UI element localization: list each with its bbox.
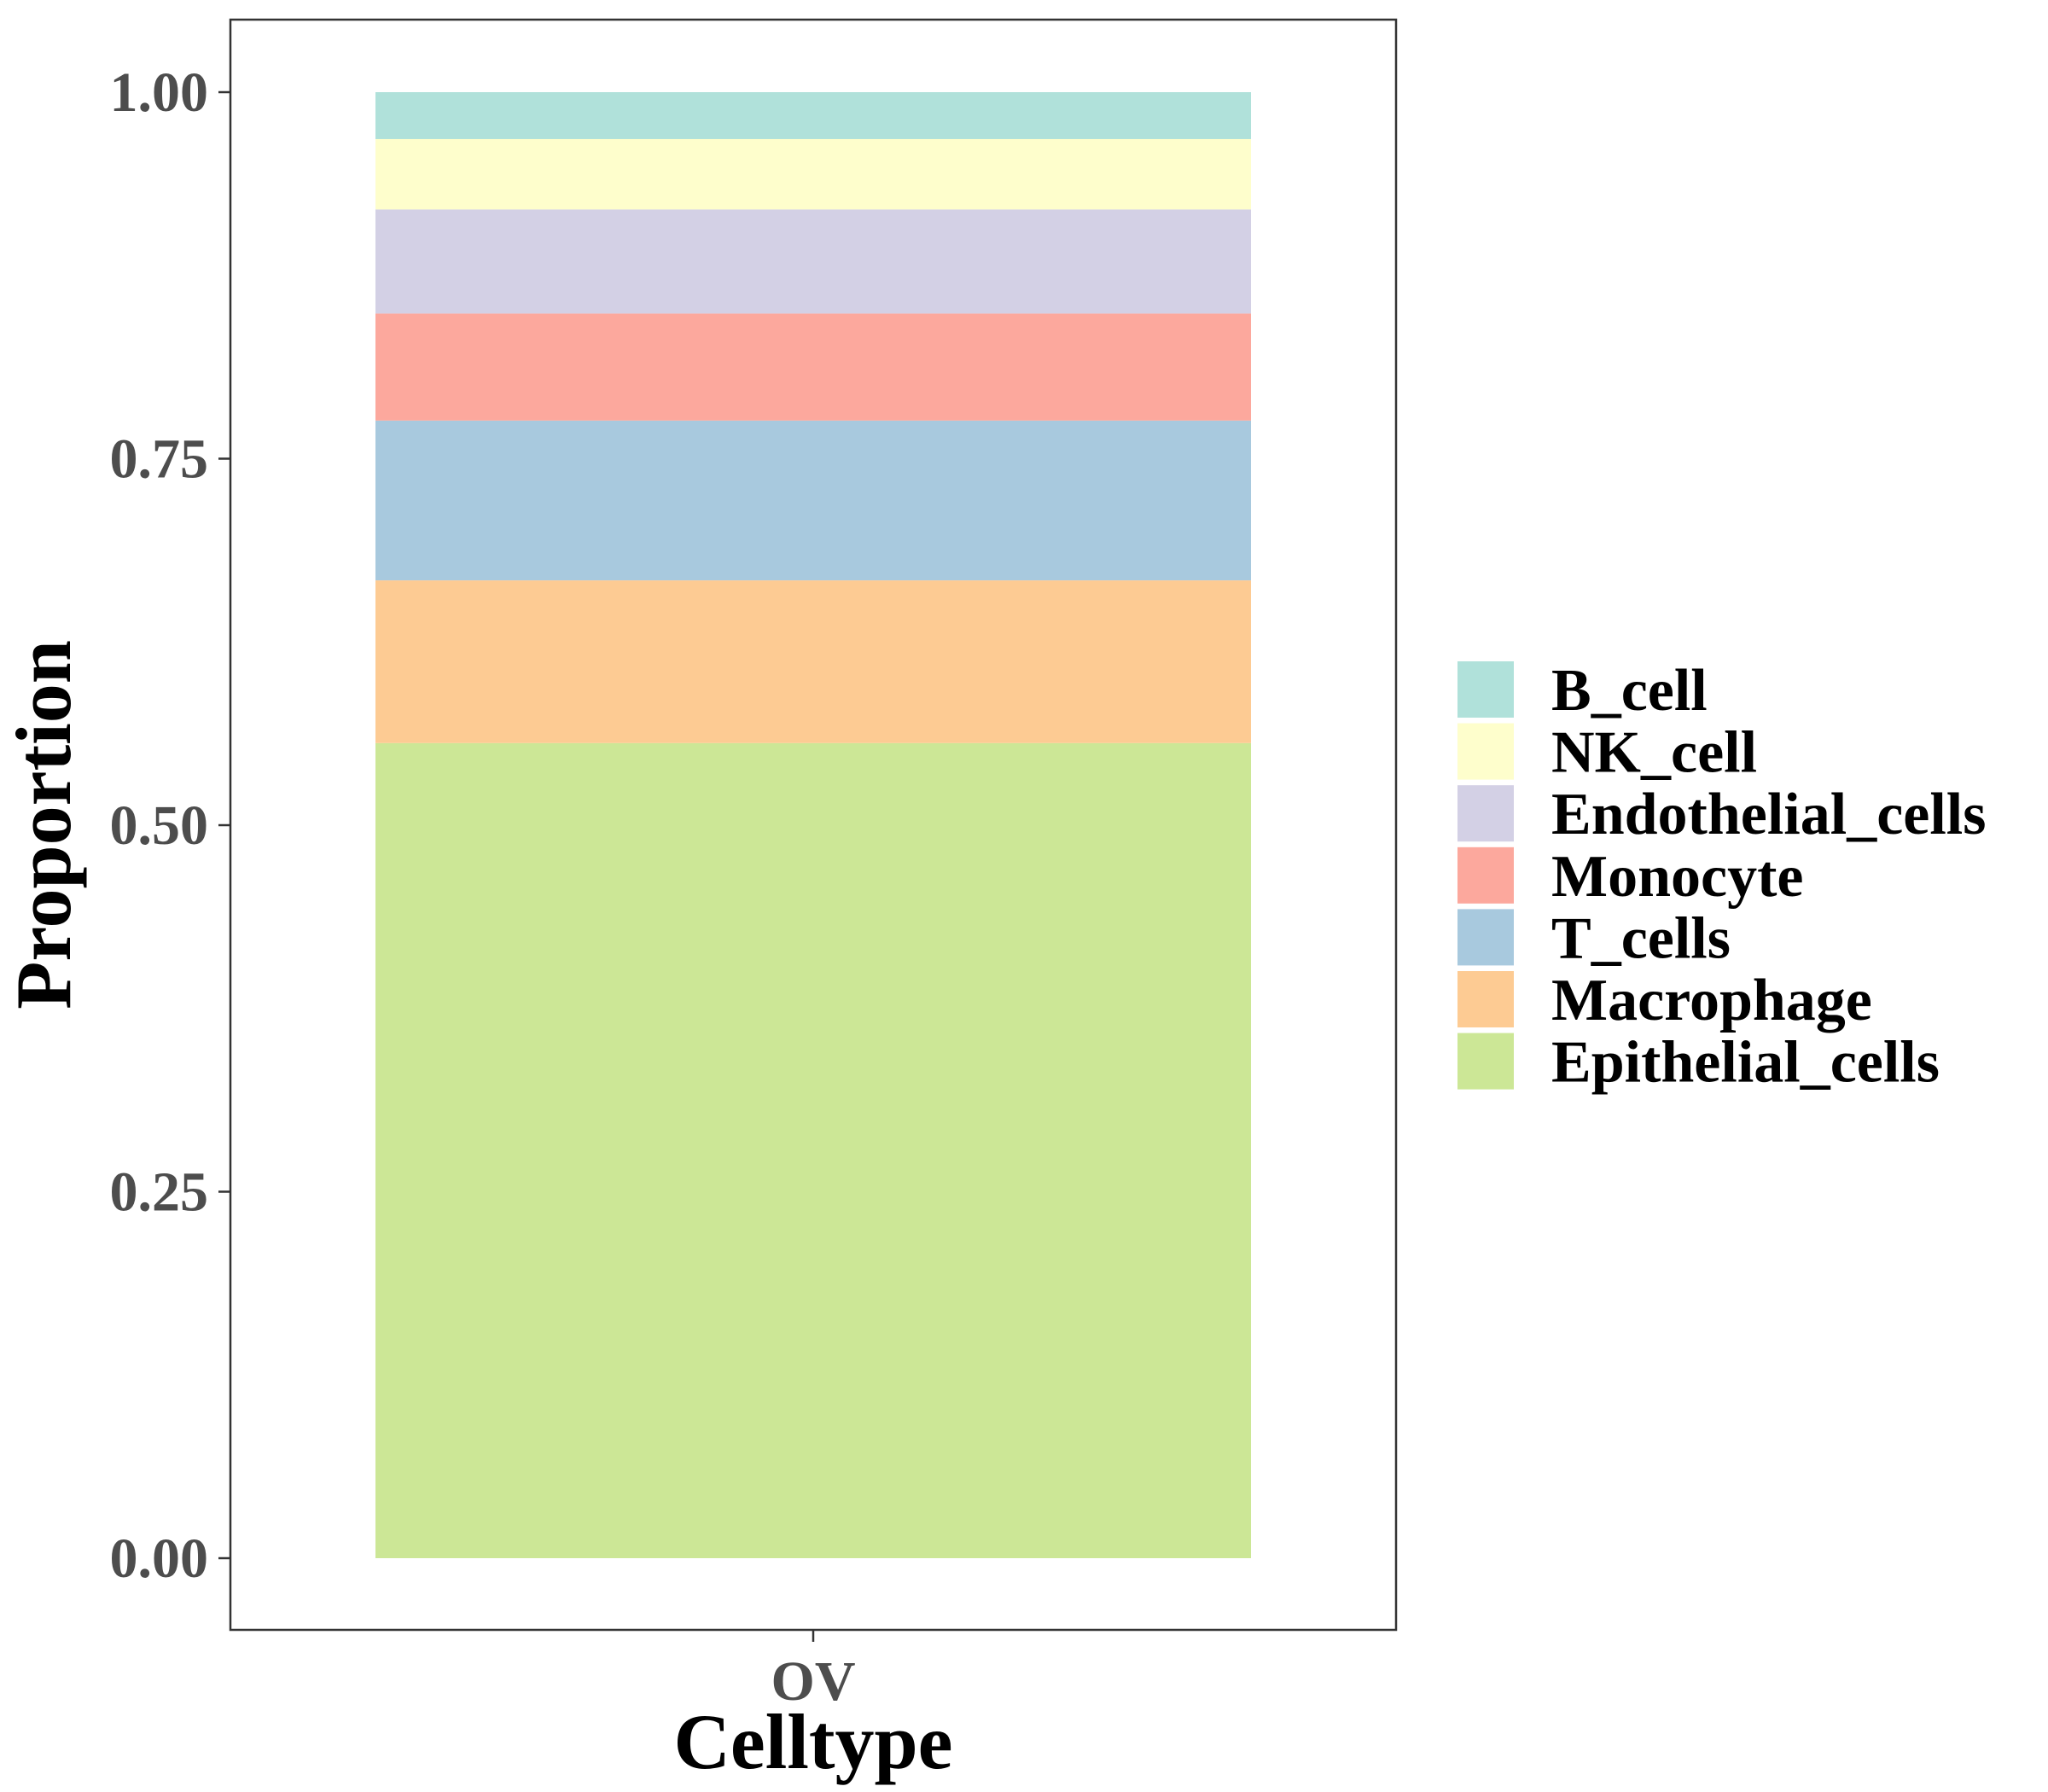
legend-key-b-cell <box>1457 661 1514 718</box>
bar-segment-b-cell <box>375 92 1251 139</box>
x-axis-title: Celltype <box>673 1698 952 1785</box>
legend-key-epithelial-cells <box>1457 1033 1514 1090</box>
bar-segment-nk-cell <box>375 138 1251 210</box>
legend-label-macrophage: Macrophage <box>1551 968 1872 1033</box>
legend-key-t-cells <box>1457 909 1514 966</box>
legend-label-t-cells: T_cells <box>1551 905 1731 971</box>
legend: B_cellNK_cellEndothelial_cellsMonocyteT_… <box>1457 658 1986 1096</box>
x-tick-label: OV <box>771 1650 856 1713</box>
y-axis: 0.00 0.25 0.50 0.75 1.00 <box>110 61 230 1590</box>
legend-label-endothelial-cells: Endothelial_cells <box>1551 782 1986 847</box>
bar-segment-endothelial-cells <box>375 209 1251 314</box>
y-tick-label: 1.00 <box>110 61 209 124</box>
legend-label-b-cell: B_cell <box>1551 658 1708 724</box>
bar-segment-monocyte <box>375 313 1251 421</box>
x-axis: OV <box>771 1630 856 1713</box>
bar-segment-t-cells <box>375 420 1251 581</box>
legend-label-monocyte: Monocyte <box>1551 844 1803 910</box>
bar-segment-macrophage <box>375 580 1251 743</box>
legend-key-monocyte <box>1457 847 1514 904</box>
bars-layer <box>375 92 1251 1558</box>
legend-key-endothelial-cells <box>1457 785 1514 842</box>
y-tick-label: 0.25 <box>110 1161 209 1224</box>
y-tick-label: 0.50 <box>110 794 209 857</box>
legend-label-nk-cell: NK_cell <box>1551 720 1757 786</box>
y-axis-title: Proportion <box>0 640 87 1009</box>
y-tick-label: 0.00 <box>110 1527 209 1590</box>
legend-key-macrophage <box>1457 971 1514 1027</box>
bar-segment-epithelial-cells <box>375 742 1251 1558</box>
legend-key-nk-cell <box>1457 723 1514 780</box>
legend-label-epithelial-cells: Epithelial_cells <box>1551 1030 1940 1096</box>
y-tick-label: 0.75 <box>110 428 209 491</box>
